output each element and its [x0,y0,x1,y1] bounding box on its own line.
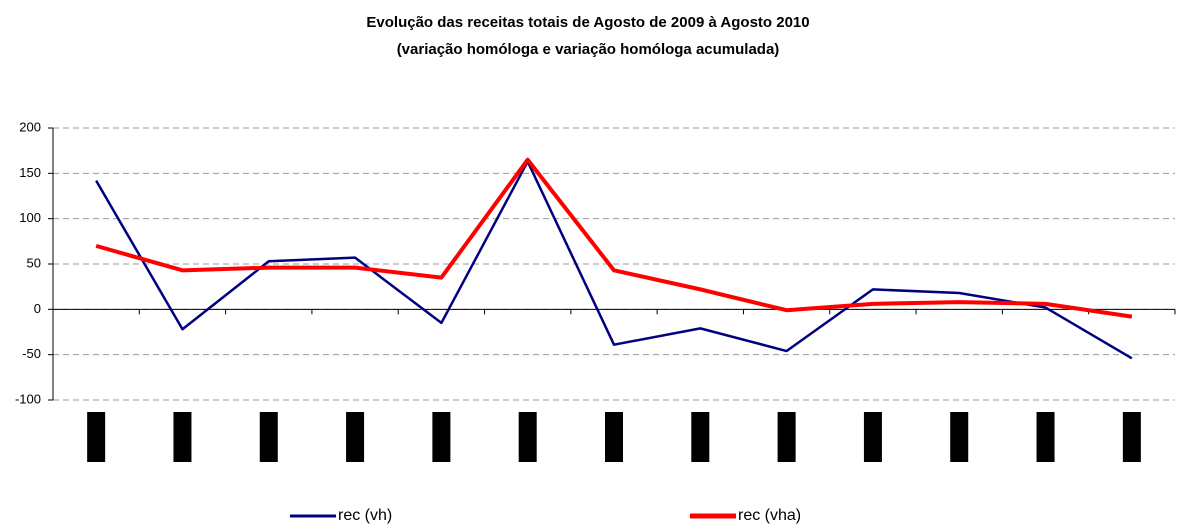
y-tick-label: -50 [22,346,41,361]
line-series [95,157,1133,319]
chart-subtitle: (variação homóloga e variação homóloga a… [397,41,780,58]
y-tick-label: 50 [27,255,41,270]
obscured-label [173,412,192,462]
obscured-label [863,412,882,462]
y-tick-label: -100 [15,391,41,406]
obscured-label [1122,412,1141,462]
obscured-label [346,412,365,462]
y-tick-label: 150 [19,165,41,180]
obscured-label [518,412,537,462]
y-tick-label: 0 [34,301,41,316]
obscured-label [691,412,710,462]
obscured-label [777,412,796,462]
obscured-label [950,412,969,462]
obscured-label [605,412,623,462]
legend-label: rec (vh) [338,507,392,524]
chart-title: Evolução das receitas totais de Agosto d… [366,14,809,31]
line-series [95,160,1133,360]
obscured-label [432,412,451,462]
y-tick-label: 200 [19,119,41,134]
obscured-label [1036,412,1055,462]
obscured-label [259,412,278,462]
legend-label: rec (vha) [738,507,801,524]
obscured-label [87,412,106,462]
y-tick-label: 100 [19,210,41,225]
